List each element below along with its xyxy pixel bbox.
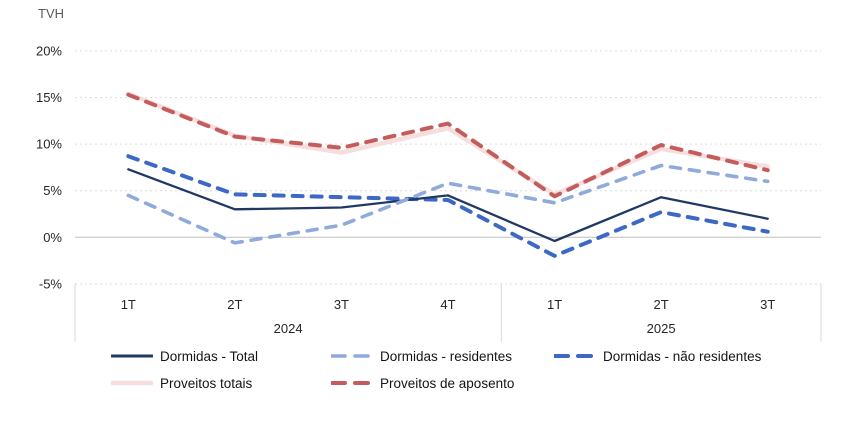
x-axis-quarter-label: 2T (654, 297, 669, 312)
x-axis-quarter-label: 2T (227, 297, 242, 312)
y-tick-label: 15% (36, 90, 62, 105)
x-axis-quarter-label: 3T (334, 297, 349, 312)
y-tick-label: 0% (43, 230, 62, 245)
x-axis-year-label: 2024 (274, 321, 303, 336)
x-axis-quarter-label: 1T (121, 297, 136, 312)
x-axis-year-label: 2025 (647, 321, 676, 336)
series-line-proveitos-de-aposento (126, 92, 770, 199)
x-axis-quarter-label: 1T (547, 297, 562, 312)
series-line-dormidas-residentes (126, 163, 770, 245)
x-axis-quarter-label: 4T (440, 297, 455, 312)
x-axis-quarter-label: 3T (760, 297, 775, 312)
y-tick-label: 5% (43, 183, 62, 198)
series-line-dormidas-n-o-residentes (126, 154, 770, 258)
y-tick-label: 10% (36, 137, 62, 152)
y-tick-label: 20% (36, 43, 62, 58)
y-axis-unit-label: TVH (38, 6, 64, 21)
series-line-dormidas-total (127, 168, 769, 243)
y-tick-label: -5% (39, 276, 63, 291)
